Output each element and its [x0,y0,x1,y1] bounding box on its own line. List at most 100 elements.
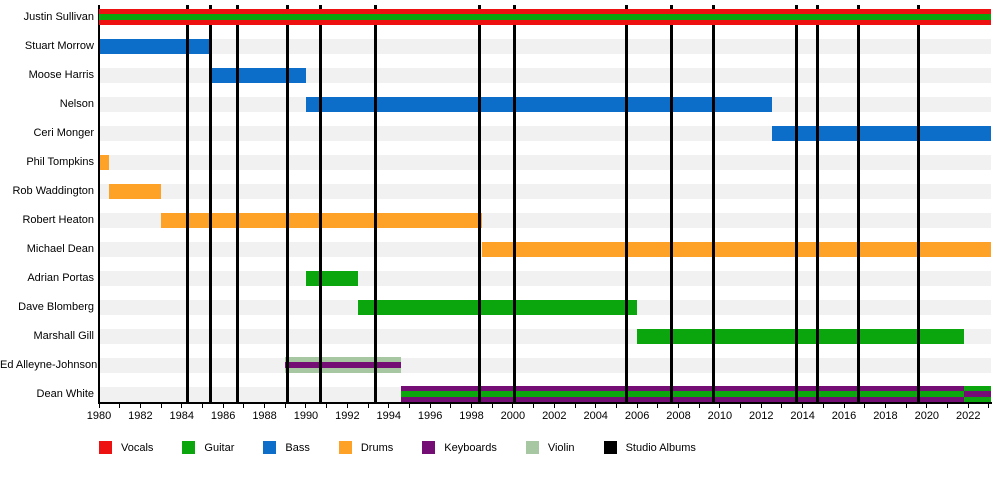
x-axis-tick [822,404,824,408]
timeline-bar-vocals [99,9,991,25]
x-axis-tick-label: 2008 [666,410,691,422]
studio-album-marker-line [186,5,190,402]
studio-album-marker-line [513,5,517,402]
legend-label: Studio Albums [625,441,696,454]
x-axis-tick-label: 1982 [128,410,153,422]
x-axis-tick [367,404,369,408]
x-axis-tick [160,404,162,408]
legend-item-violin: Violin [525,441,575,454]
timeline-bar-keyboards [401,386,965,402]
timeline-bar-bass [210,67,306,83]
x-axis-tick [719,404,721,408]
legend-swatch-studio_albums [603,441,617,454]
x-axis-tick [181,404,183,408]
x-axis-tick [243,404,245,408]
x-axis-line [98,402,992,404]
studio-album-marker-line [236,5,240,402]
legend-item-bass: Bass [263,441,310,454]
x-axis-tick-label: 2018 [873,410,898,422]
x-axis-tick-label: 1988 [252,410,277,422]
x-axis-tick [595,404,597,408]
timeline-bar-guitar [964,386,991,402]
studio-album-marker-line [209,5,213,402]
row-track [99,184,991,199]
timeline-bar-guitar [637,328,965,344]
x-axis-tick [471,404,473,408]
x-axis-tick [491,404,493,408]
legend-item-keyboards: Keyboards [422,441,497,454]
x-axis-tick [388,404,390,408]
x-axis-tick [201,404,203,408]
x-axis-tick [222,404,224,408]
studio-album-marker-line [917,5,921,402]
studio-album-marker-line [285,5,289,402]
timeline-bar-drums [481,241,991,257]
x-axis-tick-label: 1984 [169,410,195,422]
timeline-bar-bass [305,96,772,112]
legend-item-drums: Drums [338,441,393,454]
member-name-label: Moose Harris [28,69,94,81]
x-axis-tick [760,404,762,408]
x-axis-tick [264,404,266,408]
x-axis-tick [884,404,886,408]
studio-album-marker-line [478,5,482,402]
member-name-label: Rob Waddington [12,185,94,197]
x-axis-tick-label: 2002 [542,410,567,422]
legend-item-guitar: Guitar [182,441,234,454]
x-axis-tick [139,404,141,408]
x-axis-tick-label: 1990 [293,410,319,422]
x-axis-tick [533,404,535,408]
row-track [99,155,991,170]
legend-swatch-drums [338,441,352,454]
timeline-bar-bass [771,125,991,141]
row-track [99,39,991,54]
member-name-label: Justin Sullivan [23,11,94,23]
x-axis-tick-label: 2006 [624,410,650,422]
studio-album-marker-line [857,5,861,402]
timeline-bar-guitar [357,299,638,315]
studio-album-marker-line [712,5,716,402]
x-axis-tick [553,404,555,408]
y-axis-line [98,5,100,402]
member-name-label: Adrian Portas [27,272,94,284]
x-axis-tick [512,404,514,408]
member-name-label: Robert Heaton [22,214,94,226]
x-axis-tick [947,404,949,408]
x-axis-tick-label: 1980 [86,410,112,422]
timeline-bar-stripe-keyboards [964,391,991,397]
member-name-label: Ceri Monger [33,127,94,139]
x-axis-tick [119,404,121,408]
x-axis-tick [450,404,452,408]
member-name-label: Stuart Morrow [24,40,94,52]
studio-album-marker-line [669,5,673,402]
x-axis-tick [967,404,969,408]
timeline-bar-stripe-guitar [401,391,965,397]
studio-album-marker-line [815,5,819,402]
x-axis-tick-label: 1994 [376,410,401,422]
studio-album-marker-line [373,5,377,402]
x-axis-tick [574,404,576,408]
x-axis-tick-label: 2016 [831,410,857,422]
member-name-label: Michael Dean [26,243,94,255]
row-track [99,126,991,141]
studio-album-marker-line [318,5,322,402]
x-axis-tick [677,404,679,408]
x-axis-tick [864,404,866,408]
row-track [99,68,991,83]
member-name-label: Dave Blomberg [18,301,94,313]
legend-label: Keyboards [444,441,497,454]
x-axis-tick [636,404,638,408]
x-axis-tick [305,404,307,408]
timeline-bar-stripe-keyboards [285,362,402,368]
x-axis-tick [926,404,928,408]
legend-label: Guitar [204,441,235,454]
x-axis-tick-label: 1996 [417,410,443,422]
member-name-label: Marshall Gill [33,330,94,342]
x-axis-tick [802,404,804,408]
x-axis-tick [98,404,100,408]
x-axis-tick [615,404,617,408]
timeline-bar-guitar [305,270,358,286]
timeline-bar-stripe-guitar [99,14,991,20]
x-axis-tick [781,404,783,408]
